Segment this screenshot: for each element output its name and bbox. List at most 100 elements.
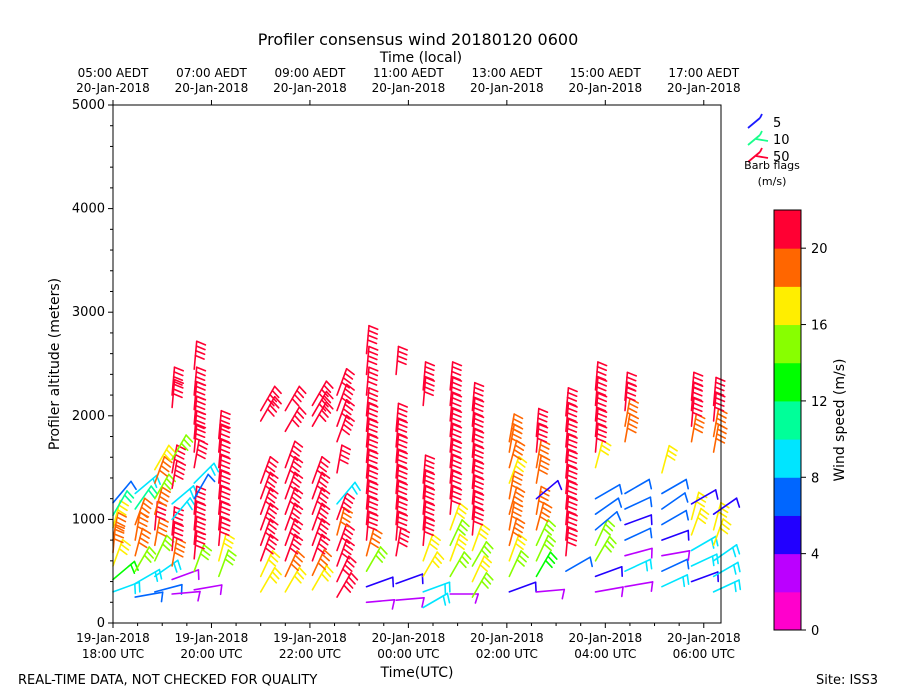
wind-barb — [171, 434, 194, 461]
barb-flag — [342, 511, 352, 519]
barb-flag — [197, 590, 201, 602]
barb-flag — [130, 480, 137, 491]
barb-flag — [195, 404, 206, 411]
barb-flag — [566, 401, 577, 407]
barb-flag — [366, 478, 378, 485]
barb-flag — [367, 329, 379, 335]
barb-flag — [450, 479, 462, 485]
barb-flag — [516, 460, 526, 468]
barb-flag — [293, 414, 302, 424]
barb-flag — [682, 576, 686, 588]
barb-flag — [566, 427, 578, 433]
barb-flag — [692, 376, 704, 382]
wind-barb — [365, 366, 379, 396]
wind-barb — [154, 534, 175, 562]
barb-flag — [367, 412, 378, 418]
barb-flag — [367, 489, 378, 496]
wind-barb — [284, 440, 304, 469]
colorbar-tick-label: 0 — [811, 624, 819, 639]
barb-flag — [536, 422, 548, 428]
barb-flag — [600, 444, 611, 452]
wind-barb — [311, 533, 331, 562]
barb-flag — [539, 459, 550, 466]
barb-flag — [458, 502, 469, 511]
barb-flag — [543, 543, 553, 552]
barb-flag — [219, 453, 230, 459]
wind-barb — [422, 533, 442, 562]
barb-flag — [267, 538, 277, 546]
colorbar-segment — [774, 591, 801, 631]
wind-barb — [112, 480, 137, 504]
barb-flag — [479, 527, 489, 536]
barb-flag — [344, 543, 354, 551]
barb-flag — [195, 390, 206, 396]
barb-flag — [692, 406, 703, 413]
legend-barb-5 — [747, 113, 763, 129]
barb-flag — [396, 505, 408, 511]
wind-barb — [171, 378, 184, 409]
barb-flag — [731, 546, 737, 558]
barb-flag — [367, 520, 378, 527]
barb-flag — [696, 516, 707, 525]
barb-flag — [294, 487, 304, 495]
barb-flag — [596, 412, 608, 418]
wind-barb — [594, 519, 616, 547]
barb-flag — [379, 546, 388, 555]
wind-barb — [395, 596, 425, 608]
barb-flag — [457, 538, 467, 546]
barb-flag — [714, 489, 719, 500]
barb-flag — [266, 480, 276, 488]
barb-flag — [567, 387, 578, 393]
wind-barb — [712, 497, 741, 516]
barb-flag — [595, 375, 607, 381]
barb-flag — [455, 511, 465, 519]
x-tick-time: 04:00 UTC — [574, 647, 636, 661]
barb-flag — [220, 474, 231, 480]
barb-shaft — [535, 479, 559, 500]
wind-barb — [471, 381, 485, 412]
y-tick-label: 1000 — [72, 512, 105, 527]
barb-flag — [423, 370, 435, 376]
barb-flag — [342, 423, 352, 431]
barb-flag — [424, 361, 436, 367]
barb-flag — [319, 557, 329, 566]
barb-flag — [344, 527, 354, 536]
barb-flag — [137, 521, 148, 528]
barb-flag — [735, 497, 741, 508]
x-tick-time: 18:00 UTC — [82, 647, 144, 661]
barb-flag — [219, 468, 230, 474]
barb-flag — [510, 437, 521, 444]
barb-flag — [566, 525, 577, 531]
barb-flag — [367, 407, 379, 413]
barb-flag — [423, 510, 435, 516]
barb-flag — [513, 448, 523, 456]
barb-flag — [472, 473, 484, 480]
barb-flag — [340, 516, 351, 523]
barb-flag — [219, 479, 230, 485]
x-tick-time: 02:00 UTC — [476, 647, 538, 661]
barb-shaft — [661, 529, 690, 541]
barb-flag — [566, 536, 578, 542]
barb-flag — [566, 447, 577, 454]
barb-flag — [566, 396, 578, 402]
wind-barb — [193, 462, 220, 484]
barb-flag — [195, 349, 206, 356]
wind-barb — [284, 385, 307, 412]
barb-flag — [289, 469, 299, 477]
barb-flag — [321, 533, 331, 542]
wind-barb — [690, 413, 706, 443]
barb-flag — [139, 536, 149, 544]
barb-flag — [344, 372, 354, 380]
barb-flag — [195, 494, 206, 501]
legend-label-5: 5 — [773, 116, 781, 131]
barb-flag — [599, 448, 610, 456]
site-label: Site: ISS3 — [816, 673, 879, 688]
barb-flag — [194, 499, 205, 505]
barb-flag — [195, 371, 206, 377]
barb-flag — [320, 398, 329, 408]
barb-flag — [186, 500, 193, 511]
barb-flag — [423, 484, 434, 490]
wind-barb — [311, 549, 333, 577]
barb-flag — [450, 386, 462, 392]
barb-flag — [514, 464, 524, 473]
